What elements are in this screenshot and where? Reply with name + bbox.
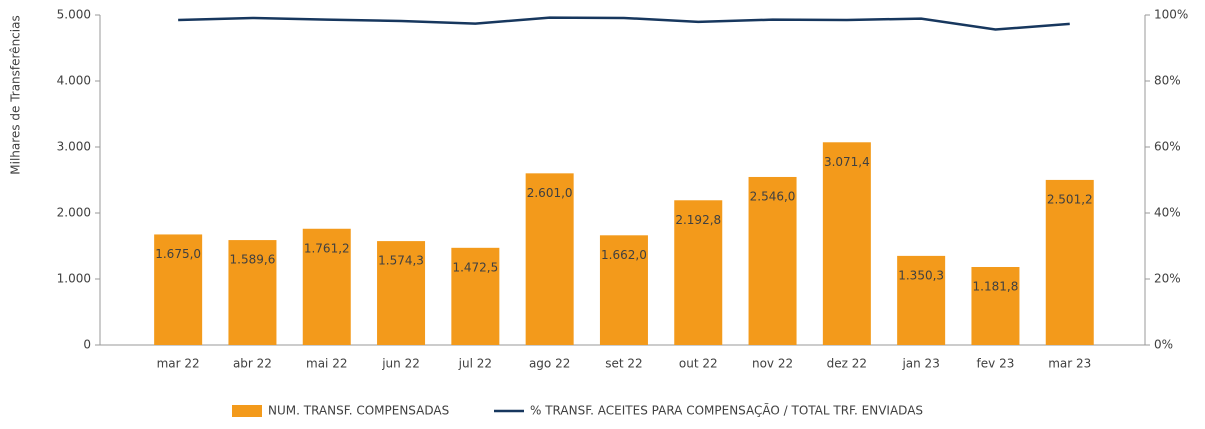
y-tick-label: 2.000 xyxy=(57,206,91,220)
data-label: 2.192,8 xyxy=(675,213,721,227)
data-label: 2.546,0 xyxy=(750,189,796,203)
data-label: 1.181,8 xyxy=(973,280,1019,294)
y2-tick-label: 20% xyxy=(1154,272,1181,286)
x-tick-label: jul 22 xyxy=(458,357,492,371)
data-label: 1.472,5 xyxy=(452,260,498,274)
bar xyxy=(154,234,203,345)
y-tick-label: 4.000 xyxy=(57,74,91,88)
y2-tick-label: 80% xyxy=(1154,74,1181,88)
data-label: 1.675,0 xyxy=(155,247,201,261)
bar xyxy=(748,176,797,345)
x-tick-label: ago 22 xyxy=(529,357,570,371)
bar xyxy=(897,255,946,345)
x-tick-label: dez 22 xyxy=(827,357,867,371)
bar xyxy=(674,200,723,345)
bar xyxy=(228,240,277,345)
legend-swatch xyxy=(232,405,262,417)
data-label: 1.761,2 xyxy=(304,241,350,255)
x-tick-label: out 22 xyxy=(679,357,718,371)
y2-tick-label: 40% xyxy=(1154,206,1181,220)
bar xyxy=(302,228,351,345)
x-tick-label: set 22 xyxy=(605,357,642,371)
x-tick-label: mar 22 xyxy=(157,357,200,371)
data-label: 3.071,4 xyxy=(824,155,870,169)
y-tick-label: 1.000 xyxy=(57,272,91,286)
y2-tick-label: 100% xyxy=(1154,8,1188,22)
data-label: 1.350,3 xyxy=(898,268,944,282)
bar xyxy=(377,241,426,345)
x-tick-label: abr 22 xyxy=(233,357,272,371)
x-tick-label: fev 23 xyxy=(977,357,1015,371)
bar xyxy=(971,267,1020,345)
x-tick-label: mar 23 xyxy=(1048,357,1091,371)
data-label: 1.662,0 xyxy=(601,248,647,262)
bar xyxy=(599,235,648,345)
bar xyxy=(451,247,500,345)
x-tick-label: mai 22 xyxy=(306,357,347,371)
y2-tick-label: 0% xyxy=(1154,338,1173,352)
y2-tick-label: 60% xyxy=(1154,140,1181,154)
bar xyxy=(525,173,574,345)
data-label: 1.589,6 xyxy=(230,253,276,267)
y-tick-label: 3.000 xyxy=(57,140,91,154)
data-label: 2.501,2 xyxy=(1047,192,1093,206)
line xyxy=(178,16,1070,31)
y-tick-label: 0 xyxy=(83,338,91,352)
x-tick-label: jan 23 xyxy=(901,357,939,371)
data-label: 1.574,3 xyxy=(378,254,424,268)
bar xyxy=(1045,179,1094,345)
bar xyxy=(822,142,871,345)
y-tick-label: 5.000 xyxy=(57,8,91,22)
x-tick-label: jun 22 xyxy=(381,357,420,371)
legend-label: % TRANSF. ACEITES PARA COMPENSAÇÃO / TOT… xyxy=(530,403,923,418)
legend-label: NUM. TRANSF. COMPENSADAS xyxy=(268,404,449,418)
y-axis-title: Milhares de Transferências xyxy=(9,15,23,174)
data-label: 2.601,0 xyxy=(527,186,573,200)
x-tick-label: nov 22 xyxy=(752,357,793,371)
